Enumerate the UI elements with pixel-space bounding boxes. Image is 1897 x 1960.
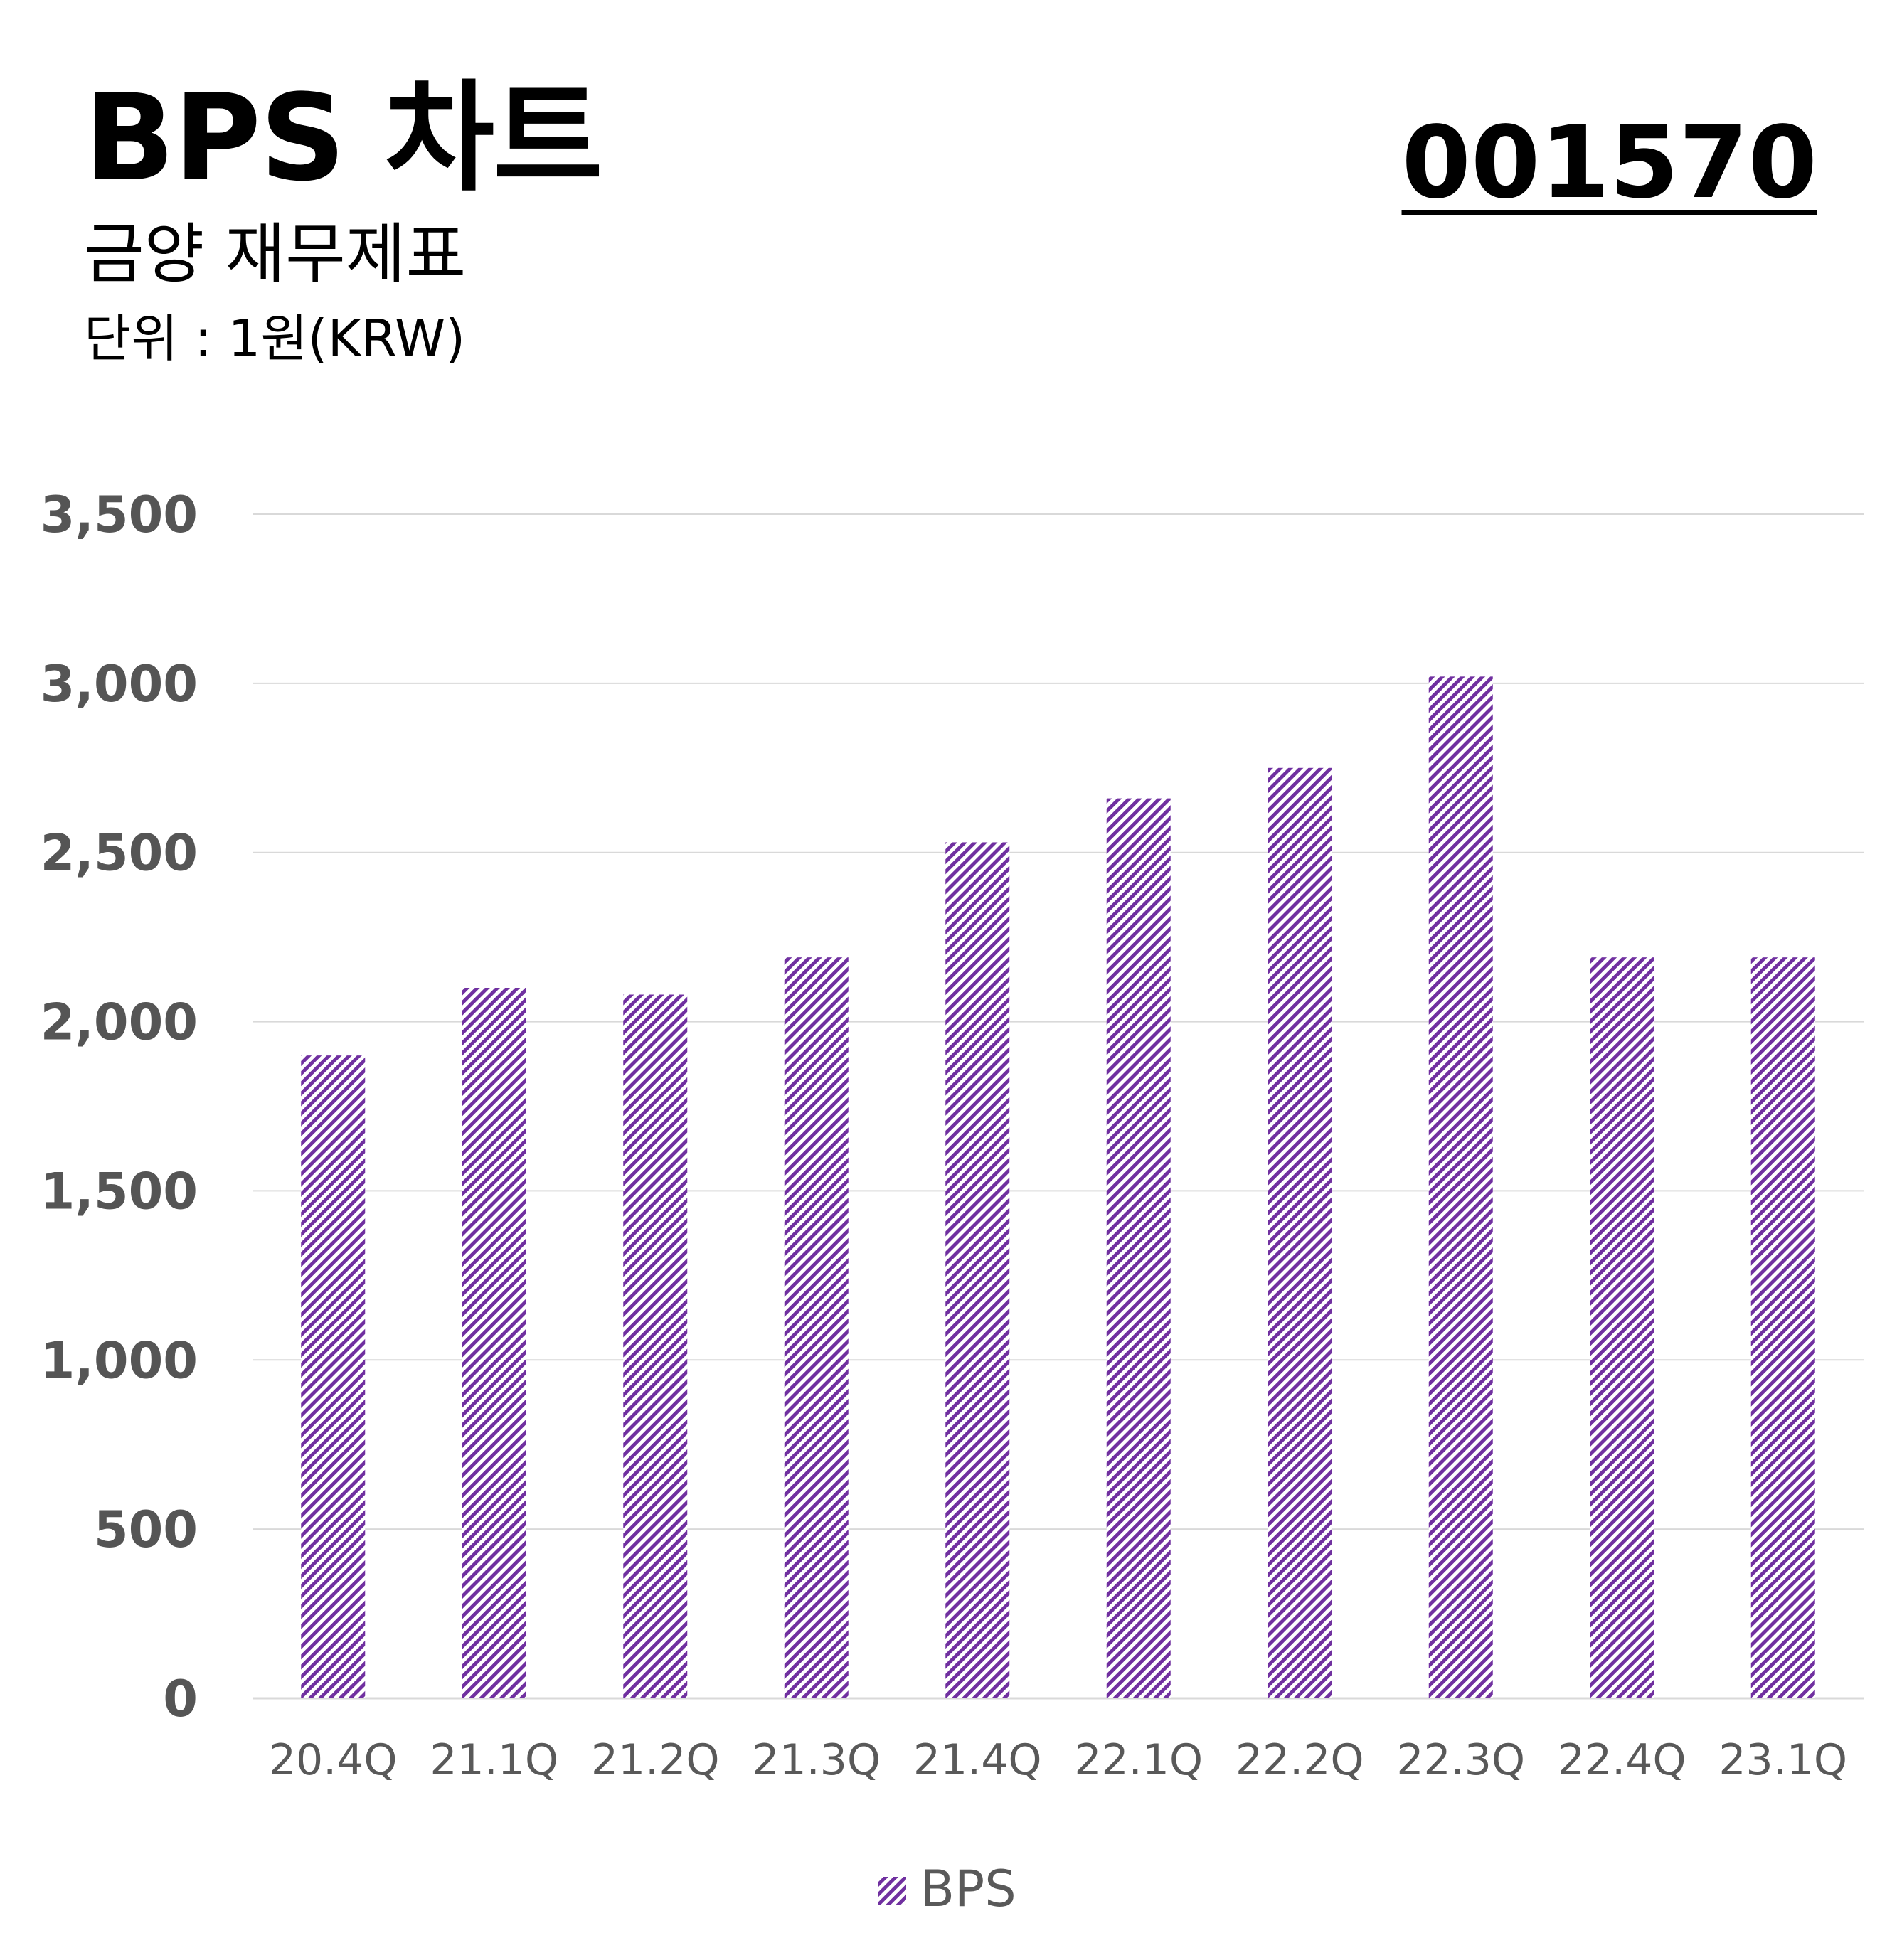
chart-title: BPS 차트 [84,68,603,208]
x-tick-label: 23.1Q [1718,1735,1847,1785]
bar-23.1Q [1750,957,1815,1698]
y-axis: 0 500 1,000 1,500 2,000 2,500 3,000 3,500 [41,486,198,1728]
y-tick-label: 3,500 [41,486,198,544]
x-tick-label: 21.1Q [430,1735,558,1785]
bar-22.3Q [1428,676,1493,1698]
legend-swatch-bps [878,1877,906,1905]
unit-label: 단위 : 1원(KRW) [84,309,466,368]
x-tick-label: 22.3Q [1396,1735,1525,1785]
bar-21.2Q [623,994,688,1698]
x-tick-label: 21.2Q [591,1735,720,1785]
y-tick-label: 2,500 [41,824,198,883]
legend: BPS [878,1860,1016,1918]
x-axis: 20.4Q 21.1Q 21.2Q 21.3Q 21.4Q 22.1Q 22.2Q 22.3Q… [269,1735,1847,1785]
x-tick-label: 22.4Q [1558,1735,1686,1785]
bar-21.3Q [784,957,849,1698]
bar-21.1Q [462,988,526,1698]
bar-20.4Q [301,1055,366,1698]
bar-21.4Q [945,842,1010,1698]
bar-22.1Q [1106,798,1171,1698]
y-tick-label: 0 [163,1670,198,1728]
y-tick-label: 2,000 [41,994,198,1052]
y-tick-label: 1,000 [41,1331,198,1390]
y-tick-label: 500 [94,1501,198,1559]
stock-code: 001570 [1401,105,1817,221]
bar-chart: 0 500 1,000 1,500 2,000 2,500 3,000 3,500 20.4Q… [41,486,1864,1918]
legend-label-bps: BPS [920,1860,1016,1918]
bar-22.2Q [1268,767,1332,1698]
x-tick-label: 20.4Q [269,1735,398,1785]
y-tick-label: 1,500 [41,1162,198,1220]
bars [301,676,1815,1698]
x-tick-label: 21.3Q [752,1735,881,1785]
x-tick-label: 22.1Q [1074,1735,1203,1785]
x-tick-label: 21.4Q [913,1735,1042,1785]
x-tick-label: 22.2Q [1236,1735,1364,1785]
bar-22.4Q [1590,957,1654,1698]
y-tick-label: 3,000 [41,655,198,713]
chart-subtitle: 금양 재무제표 [84,216,467,292]
